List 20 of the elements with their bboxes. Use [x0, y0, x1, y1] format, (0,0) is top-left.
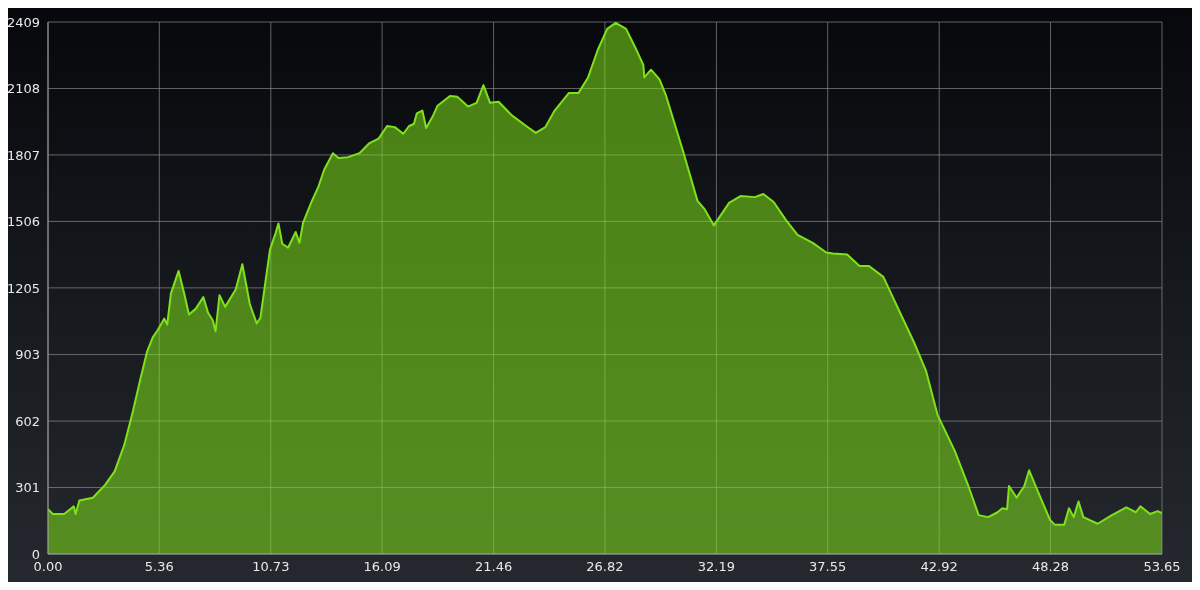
- y-tick-label: 301: [15, 480, 40, 496]
- y-tick-label: 903: [15, 347, 40, 363]
- y-tick-label: 602: [15, 413, 40, 429]
- y-tick-label: 0: [31, 546, 40, 562]
- y-tick-label: 1205: [6, 280, 40, 296]
- y-tick-label: 1506: [6, 214, 40, 230]
- x-tick-label: 42.92: [920, 559, 958, 575]
- x-tick-label: 5.36: [144, 559, 174, 575]
- x-tick-label: 26.82: [586, 559, 624, 575]
- y-tick-label: 2108: [6, 81, 40, 97]
- x-tick-label: 21.46: [474, 559, 513, 575]
- y-tick-label: 1807: [6, 147, 40, 163]
- x-tick-label: 16.09: [363, 559, 401, 575]
- y-tick-label: 2409: [6, 14, 40, 30]
- x-tick-label: 32.19: [697, 559, 736, 575]
- x-tick-label: 48.28: [1031, 559, 1070, 575]
- x-tick-label: 10.73: [252, 559, 290, 575]
- x-tick-label: 37.55: [809, 559, 847, 575]
- x-tick-label: 0.00: [33, 559, 63, 575]
- x-tick-label: 53.65: [1143, 559, 1181, 575]
